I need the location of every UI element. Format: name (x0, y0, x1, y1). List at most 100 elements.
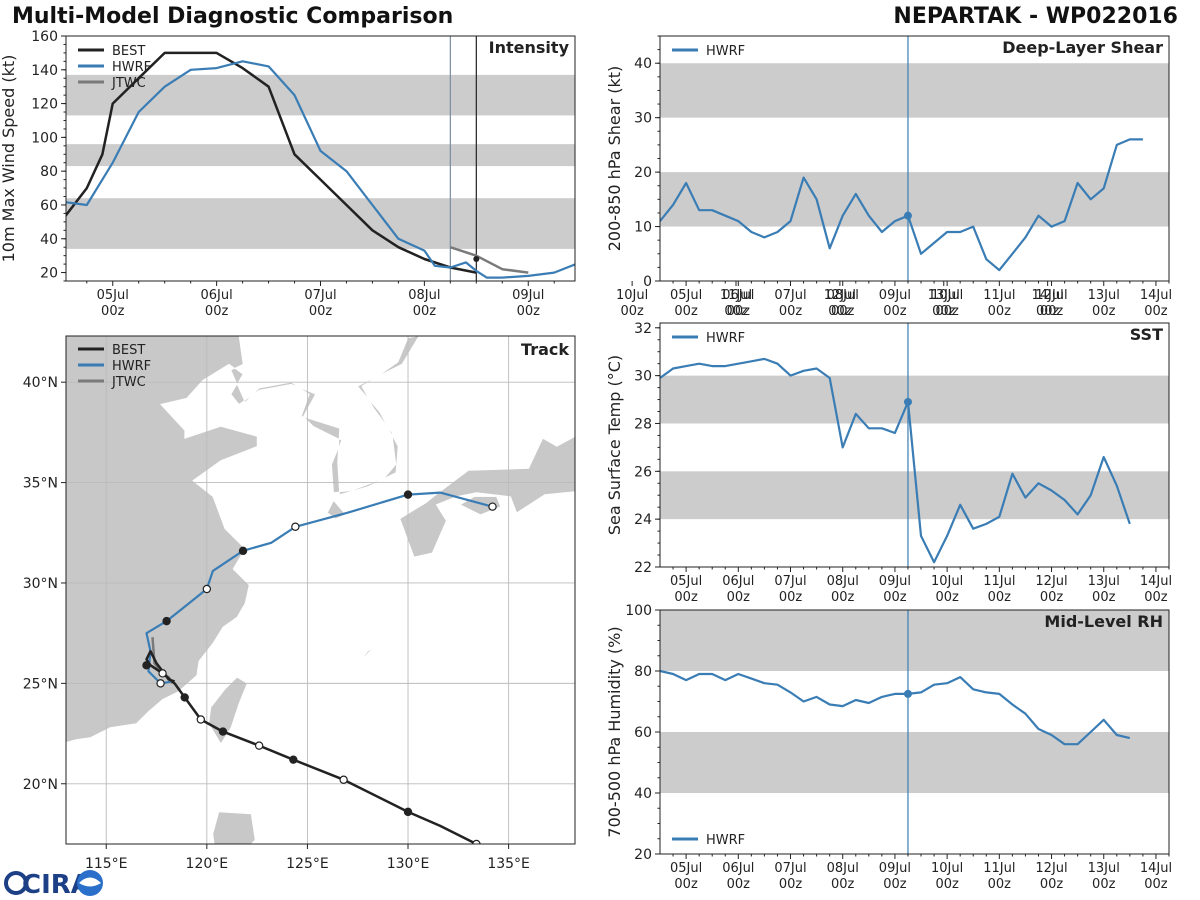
x-tick-hour: 00z (1040, 877, 1064, 892)
panel-sst: 22242628303205Jul00z06Jul00z07Jul00z08Ju… (605, 321, 1172, 605)
y-tick-label: 60 (634, 725, 652, 741)
storm-title: NEPARTAK - WP022016 (893, 4, 1178, 29)
x-tick-day: 09Jul (879, 574, 911, 589)
x-tick-hour: 00z (1144, 304, 1168, 319)
x-tick-hour: 00z (988, 877, 1012, 892)
cira-logo: CIRA (4, 870, 103, 900)
track-hwrf (145, 491, 493, 685)
track-point-best (158, 669, 167, 678)
x-tick-day: 09Jul (879, 861, 911, 876)
x-tick-hour: 00z (205, 304, 229, 319)
track-point-best (289, 755, 298, 764)
shaded-band (660, 732, 1169, 793)
track-point-best (142, 661, 151, 670)
lon-tick-label: 135°E (487, 856, 530, 872)
lat-tick-label: 30°N (23, 576, 58, 592)
x-tick-hour: 00z (779, 877, 803, 892)
x-tick-hour: 00z (831, 877, 855, 892)
plot-area (66, 36, 575, 281)
x-tick-hour: 00z (988, 304, 1012, 319)
panel-shear: 01020304005Jul00z06Jul00z07Jul00z08Jul00… (605, 35, 1172, 319)
x-tick-day: 14Jul (1032, 288, 1064, 303)
x-tick-day: 12Jul (1035, 861, 1067, 876)
panel-track: 115°E 120°E 125°E 130°E 135°E 20°N 25°N 30°N 35°… (23, 335, 576, 872)
x-tick-day: 13Jul (1088, 861, 1120, 876)
legend-label: HWRF (706, 833, 745, 848)
x-tick-hour: 00z (828, 304, 852, 319)
japan-land (399, 436, 575, 558)
plot-area (660, 36, 1169, 281)
panel-frame (65, 335, 576, 845)
x-tick-day: 10Jul (931, 574, 963, 589)
track-point-best (472, 839, 481, 844)
track-point-best (180, 693, 189, 702)
legend-label: JTWC (111, 76, 146, 91)
y-axis-label: 10m Max Wind Speed (kt) (0, 55, 18, 263)
shaded-band (660, 63, 1169, 118)
legend-label: HWRF (112, 60, 151, 75)
track-point-hwrf (238, 546, 248, 556)
y-tick-label: 40 (634, 786, 652, 802)
panel-title: Deep-Layer Shear (1002, 38, 1163, 57)
x-tick-hour: 00z (831, 590, 855, 605)
track-best (145, 649, 479, 844)
x-tick-hour: 00z (935, 877, 959, 892)
x-tick-hour: 00z (779, 590, 803, 605)
y-tick-label: 28 (634, 416, 652, 432)
track-point-hwrf (403, 490, 413, 499)
x-tick-day: 05Jul (670, 574, 702, 589)
track-point-hwrf (162, 616, 171, 626)
x-tick-day: 10Jul (616, 288, 648, 303)
panel-title: Intensity (489, 38, 570, 57)
y-tick-label: 40 (40, 232, 58, 248)
y-tick-label: 80 (40, 164, 58, 180)
x-tick-day: 05Jul (97, 288, 129, 303)
legend-label: BEST (112, 343, 145, 358)
current-point-marker (903, 689, 912, 698)
x-tick-hour: 00z (309, 304, 333, 319)
x-tick-day: 08Jul (408, 288, 440, 303)
figure-title: Multi-Model Diagnostic Comparison (12, 4, 454, 29)
current-point-marker (903, 397, 912, 406)
series-line-hwrf (660, 138, 1143, 272)
x-tick-day: 07Jul (774, 861, 806, 876)
lat-tick-label: 20°N (23, 777, 58, 793)
x-tick-hour: 00z (724, 304, 748, 319)
x-tick-day: 07Jul (774, 288, 806, 303)
series-line-hwrf (66, 60, 575, 279)
lat-tick-label: 35°N (23, 476, 58, 492)
y-tick-label: 20 (634, 165, 652, 181)
legend-label: HWRF (706, 331, 745, 346)
x-tick-hour: 00z (831, 304, 855, 319)
x-tick-day: 08Jul (827, 861, 859, 876)
y-tick-label: 30 (634, 111, 652, 127)
mainland-land (66, 336, 575, 743)
track-point-best (403, 807, 413, 817)
y-tick-label: 32 (634, 321, 652, 337)
x-tick-hour: 00z (727, 590, 751, 605)
x-tick-day: 06Jul (722, 288, 754, 303)
x-tick-hour: 00z (413, 304, 437, 319)
y-tick-label: 24 (634, 512, 652, 528)
x-tick-hour: 00z (932, 304, 956, 319)
y-tick-label: 10 (634, 220, 652, 236)
track-point-hwrf (291, 522, 300, 531)
x-tick-hour: 00z (1092, 590, 1116, 605)
x-tick-day: 11Jul (983, 574, 1015, 589)
best-last-point (473, 256, 480, 263)
x-tick-hour: 00z (1040, 590, 1064, 605)
x-tick-day: 13Jul (1088, 574, 1120, 589)
y-tick-label: 120 (31, 97, 58, 113)
x-tick-day: 12Jul (1035, 288, 1067, 303)
y-tick-label: 160 (31, 29, 58, 45)
plot-area (660, 323, 1169, 567)
legend-label: BEST (112, 44, 145, 59)
x-tick-hour: 00z (883, 877, 907, 892)
x-tick-day: 12Jul (1035, 574, 1067, 589)
x-tick-hour: 00z (1040, 304, 1064, 319)
x-tick-hour: 00z (674, 877, 698, 892)
x-tick-hour: 00z (1092, 877, 1116, 892)
y-tick-label: 80 (634, 664, 652, 680)
legend-label: HWRF (706, 44, 745, 59)
x-tick-day: 07Jul (774, 574, 806, 589)
